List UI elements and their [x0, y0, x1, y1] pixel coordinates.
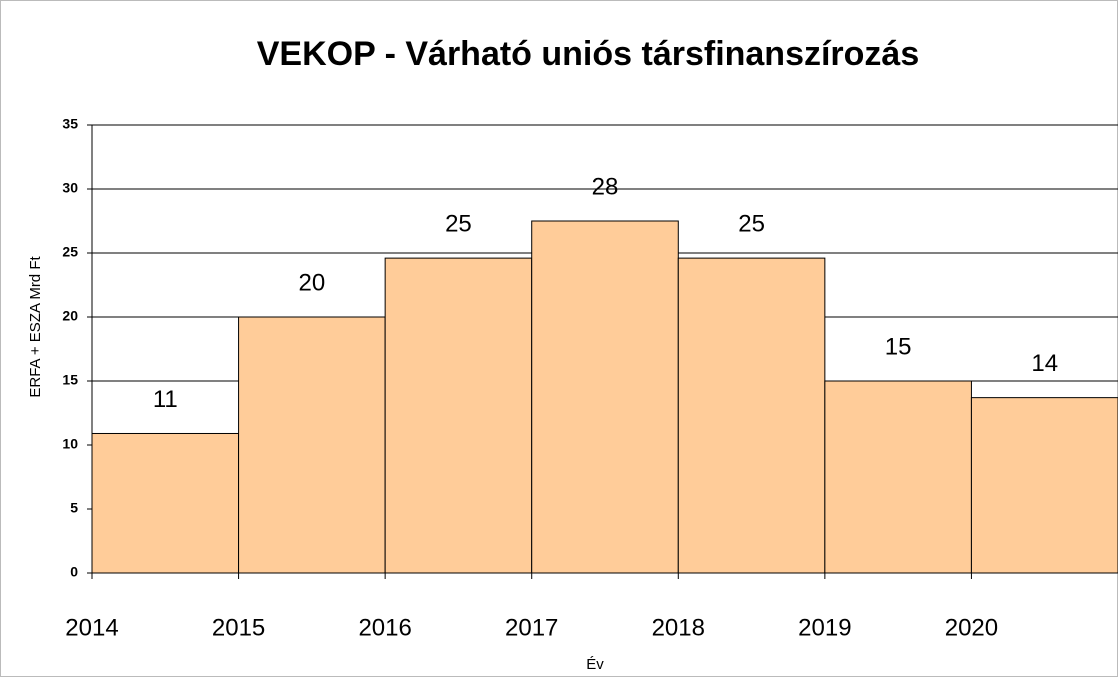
y-tick-label: 25: [62, 244, 78, 260]
data-label: 25: [738, 210, 765, 237]
data-label: 11: [153, 386, 178, 413]
y-axis-label: ERFA + ESZA Mrd Ft: [27, 256, 44, 398]
x-tick-label: 2014: [65, 614, 118, 641]
x-tick-label: 2015: [212, 614, 265, 641]
y-tick-label: 15: [62, 372, 78, 388]
y-tick-label: 20: [62, 308, 78, 324]
y-tick-label: 5: [70, 500, 78, 516]
y-tick-label: 30: [62, 180, 78, 196]
step-bar: [91, 432, 240, 574]
y-tick-label: 35: [62, 116, 78, 132]
x-tick-label: 2019: [798, 614, 851, 641]
step-bar: [824, 380, 972, 574]
x-tick-label: 2017: [505, 614, 558, 641]
chart-title: VEKOP - Várható uniós társfinanszírozás: [257, 35, 920, 73]
step-bar: [238, 316, 386, 574]
data-label: 25: [445, 210, 472, 237]
x-tick-label: 2018: [652, 614, 705, 641]
y-tick-label: 0: [70, 564, 78, 580]
step-bar: [677, 257, 826, 574]
step-bar: [970, 397, 1118, 574]
x-tick-label: 2020: [945, 614, 998, 641]
data-label: 20: [299, 269, 326, 296]
x-axis-label: Év: [586, 656, 604, 673]
x-tick-label: 2016: [358, 614, 411, 641]
y-tick-label: 10: [62, 436, 78, 452]
data-label: 15: [885, 333, 912, 360]
step-bar: [531, 220, 679, 574]
step-bar: [384, 257, 533, 574]
data-label: 28: [592, 173, 619, 200]
data-label: 14: [1031, 350, 1058, 377]
